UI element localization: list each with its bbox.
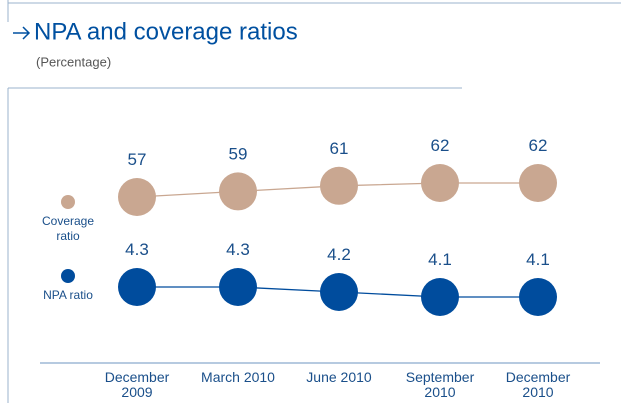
- data-label: 59: [229, 144, 248, 163]
- x-tick-label: March 2010: [201, 369, 275, 385]
- arrow-icon: [13, 26, 31, 40]
- data-point: [118, 268, 156, 306]
- legend-label: Coverage ratio: [41, 214, 95, 243]
- legend-marker: [61, 269, 75, 283]
- x-tick-label: September 2010: [405, 369, 475, 400]
- data-label: 4.3: [226, 240, 250, 259]
- data-point: [421, 164, 459, 202]
- chart-title: NPA and coverage ratios: [34, 18, 298, 45]
- data-label: 4.2: [327, 245, 351, 264]
- data-label: 61: [330, 139, 349, 158]
- data-point: [118, 178, 156, 216]
- data-label: 62: [529, 136, 548, 155]
- legend-label: NPA ratio: [43, 288, 93, 302]
- data-point: [320, 273, 358, 311]
- data-point: [219, 268, 257, 306]
- chart-subtitle: (Percentage): [36, 54, 111, 69]
- legend-marker: [61, 195, 75, 209]
- data-point: [219, 172, 257, 211]
- x-tick-label: December 2010: [505, 369, 571, 400]
- data-point: [519, 164, 557, 202]
- data-label: 62: [431, 136, 450, 155]
- data-point: [320, 166, 358, 205]
- data-point: [519, 278, 557, 316]
- data-label: 4.3: [125, 240, 149, 259]
- data-label: 4.1: [428, 250, 452, 269]
- data-point: [421, 278, 459, 316]
- data-label: 57: [128, 150, 147, 169]
- x-tick-label: December 2009: [104, 369, 170, 400]
- x-tick-label: June 2010: [306, 369, 372, 385]
- data-label: 4.1: [526, 250, 550, 269]
